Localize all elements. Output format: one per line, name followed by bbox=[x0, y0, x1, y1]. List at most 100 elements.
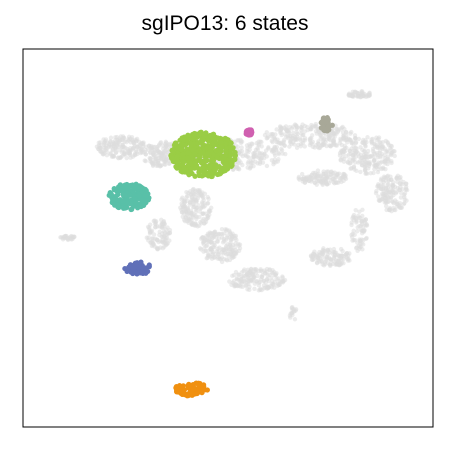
background-cell-point bbox=[341, 156, 347, 162]
background-cell-point bbox=[298, 125, 304, 130]
state-cell-point bbox=[115, 203, 121, 209]
background-cell-point bbox=[281, 139, 286, 144]
background-cell-point bbox=[345, 256, 350, 261]
background-cell-point bbox=[299, 171, 305, 177]
background-cell-point bbox=[233, 244, 238, 249]
background-cell-point bbox=[309, 176, 314, 181]
background-cell-point bbox=[124, 155, 129, 161]
background-cell-point bbox=[294, 145, 300, 151]
state-cell-point bbox=[219, 144, 225, 150]
background-cell-point bbox=[340, 248, 345, 254]
background-cell-point bbox=[336, 258, 341, 264]
background-cell-point bbox=[353, 136, 358, 141]
background-cell-point bbox=[194, 205, 200, 210]
background-cell-point bbox=[142, 158, 147, 163]
background-cell-point bbox=[283, 132, 288, 137]
background-cell-point bbox=[316, 174, 321, 179]
state-cell-point bbox=[127, 192, 133, 198]
state-cell-point bbox=[180, 388, 186, 394]
background-cell-point bbox=[227, 251, 233, 257]
state-cell-point bbox=[118, 188, 124, 194]
background-cell-point bbox=[379, 191, 385, 197]
state-cell-point bbox=[207, 164, 213, 170]
background-cell-point bbox=[277, 282, 282, 287]
background-cell-point bbox=[251, 163, 256, 169]
background-cell-point bbox=[334, 180, 339, 185]
state-cell-point bbox=[180, 142, 187, 148]
background-cell-point bbox=[262, 132, 268, 138]
background-cell-point bbox=[355, 229, 360, 234]
background-cell-point bbox=[351, 212, 357, 218]
background-cell-point bbox=[235, 166, 240, 172]
state-cell-point bbox=[180, 151, 186, 157]
background-cell-point bbox=[108, 135, 114, 140]
background-cell-point bbox=[268, 132, 273, 137]
background-cell-point bbox=[379, 197, 384, 202]
state-cell-point bbox=[324, 128, 330, 134]
background-cell-point bbox=[368, 170, 373, 176]
state-cell-point bbox=[143, 200, 149, 206]
background-cell-point bbox=[134, 144, 140, 149]
background-cell-point bbox=[374, 188, 379, 194]
background-cell-point bbox=[360, 247, 365, 252]
background-cell-point bbox=[359, 162, 365, 168]
background-cell-point bbox=[165, 230, 171, 235]
state-cell-point bbox=[138, 269, 145, 275]
background-cell-point bbox=[154, 150, 160, 155]
background-cell-point bbox=[212, 229, 217, 235]
background-cell-point bbox=[147, 155, 152, 161]
background-cell-point bbox=[365, 148, 371, 154]
state-cell-point bbox=[188, 160, 194, 166]
state-cell-point bbox=[123, 185, 130, 191]
background-cell-point bbox=[278, 141, 283, 146]
state-cell-point bbox=[204, 387, 210, 393]
state-cell-point bbox=[143, 193, 149, 199]
background-cell-point bbox=[209, 240, 214, 246]
highlighted-clusters bbox=[106, 115, 335, 399]
background-cell-point bbox=[244, 277, 250, 283]
background-cell-point bbox=[163, 157, 169, 163]
background-cell-point bbox=[149, 243, 155, 249]
state-cluster-3 bbox=[122, 259, 152, 277]
background-cell-point bbox=[185, 206, 191, 211]
background-cell-point bbox=[310, 124, 315, 129]
state-cluster-1 bbox=[168, 129, 238, 180]
background-cell-point bbox=[349, 222, 354, 228]
background-cell-point bbox=[382, 159, 387, 164]
background-cell-point bbox=[265, 276, 270, 282]
background-cell-point bbox=[69, 237, 74, 242]
background-cell-point bbox=[163, 141, 168, 147]
background-cell-point bbox=[167, 160, 172, 166]
background-cell-point bbox=[362, 154, 368, 159]
background-cell-point bbox=[384, 174, 390, 179]
background-cell-point bbox=[355, 213, 361, 219]
background-cell-point bbox=[290, 304, 295, 310]
background-cell-point bbox=[200, 235, 205, 240]
background-cell-point bbox=[287, 144, 292, 149]
background-cell-point bbox=[104, 152, 110, 158]
background-cell-point bbox=[332, 170, 337, 175]
background-cell-point bbox=[148, 240, 154, 245]
background-cell-point bbox=[391, 192, 396, 198]
background-cell-point bbox=[358, 238, 363, 244]
background-cell-point bbox=[389, 147, 394, 152]
background-cell-point bbox=[360, 140, 365, 146]
background-cell-point bbox=[351, 151, 356, 156]
background-cell-point bbox=[104, 140, 110, 146]
background-cell-point bbox=[279, 148, 285, 153]
background-cell-point bbox=[246, 149, 251, 155]
state-cell-point bbox=[112, 196, 118, 202]
background-cell-point bbox=[201, 204, 206, 210]
background-cell-point bbox=[215, 239, 220, 244]
background-cell-point bbox=[110, 147, 115, 153]
state-cell-point bbox=[178, 146, 184, 153]
background-cell-point bbox=[269, 270, 275, 275]
state-cell-point bbox=[210, 157, 217, 164]
background-cell-point bbox=[139, 146, 145, 151]
state-cell-point bbox=[200, 385, 206, 391]
background-cell-point bbox=[113, 150, 118, 156]
background-cell-point bbox=[147, 229, 153, 234]
background-cell-point bbox=[397, 187, 402, 193]
background-cell-point bbox=[184, 189, 189, 195]
background-cell-point bbox=[343, 252, 349, 257]
